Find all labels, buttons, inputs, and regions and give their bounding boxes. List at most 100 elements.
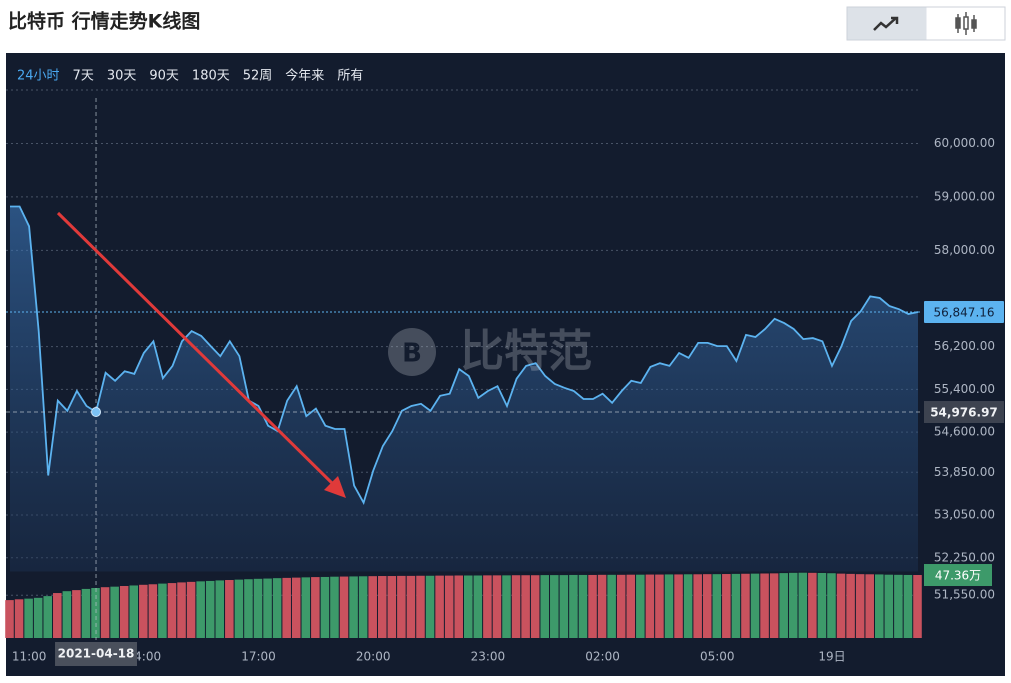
range-button[interactable]: 180天 xyxy=(192,69,230,84)
volume-bar xyxy=(387,576,397,638)
volume-bar xyxy=(808,572,817,638)
crosshair-dot xyxy=(91,407,102,418)
volume-bar xyxy=(205,580,215,638)
volume-bar xyxy=(865,574,874,638)
line-view-button[interactable] xyxy=(847,7,927,40)
x-tick-label: 17:00 xyxy=(241,650,276,664)
range-button[interactable]: 7天 xyxy=(73,69,94,84)
volume-bar xyxy=(798,572,808,638)
volume-bar xyxy=(253,578,263,638)
volume-bar xyxy=(855,574,865,638)
volume-bar xyxy=(702,574,712,638)
range-button[interactable]: 24小时 xyxy=(17,69,60,84)
volume-bar xyxy=(712,574,722,638)
volume-bar xyxy=(884,574,894,638)
crosshair-value-label: 54,976.97 xyxy=(930,406,998,420)
range-button[interactable]: 90天 xyxy=(149,69,179,84)
volume-bar xyxy=(234,579,244,638)
line-icon xyxy=(873,17,897,31)
volume-bar xyxy=(750,573,760,638)
arrow-annotation xyxy=(56,211,346,498)
volume-bar xyxy=(588,574,597,638)
overlay-layer: 11:00 14:00 17:00 20:00 23:00 02:00 05:00 19日56… xyxy=(12,301,1004,666)
volume-bar xyxy=(655,574,664,638)
volume-bar xyxy=(263,578,272,638)
range-button[interactable]: 今年来 xyxy=(285,68,324,84)
volume-bar xyxy=(578,574,588,638)
range-button[interactable]: 所有 xyxy=(337,69,363,84)
range-button[interactable]: 52周 xyxy=(243,69,273,84)
volume-bar xyxy=(158,583,167,638)
volume-bar xyxy=(339,576,349,638)
price-area xyxy=(10,206,918,572)
volume-bar xyxy=(597,574,607,638)
volume-bar xyxy=(722,574,731,638)
volume-bar xyxy=(616,574,626,638)
volume-bar xyxy=(550,575,559,638)
volume-bar xyxy=(291,577,301,638)
view-toggle xyxy=(846,6,1006,41)
arrow-shaft xyxy=(56,211,338,489)
y-axis: 61,000.00 60,000.00 59,000.00 58,000.00 56,2… xyxy=(934,95,995,602)
volume-bar xyxy=(511,575,521,638)
watermark: B 比特范 xyxy=(388,326,592,377)
volume-bar xyxy=(272,578,282,638)
volume-bar xyxy=(454,575,463,638)
range-button[interactable]: 30天 xyxy=(107,69,137,84)
watermark-text: 比特范 xyxy=(460,326,592,377)
volume-bar xyxy=(43,596,53,638)
price-line xyxy=(10,205,919,506)
volume-bar xyxy=(894,574,903,638)
volume-bar xyxy=(836,573,846,638)
volume-bar xyxy=(244,579,253,638)
crosshair-value-box xyxy=(924,401,1004,424)
volume-bar xyxy=(330,576,339,638)
y-tick-label: 54,600.00 xyxy=(934,425,995,439)
volume-bar xyxy=(358,576,368,638)
candle-icon xyxy=(955,12,977,35)
current-volume-label: 47.36万 xyxy=(935,569,981,583)
volume-bar xyxy=(473,575,483,638)
volume-bar xyxy=(81,588,91,638)
current-price-label: 56,847.16 xyxy=(933,306,994,320)
volume-bar xyxy=(540,575,550,638)
volume-bar xyxy=(24,598,33,638)
volume-bar xyxy=(645,574,655,638)
volume-bar xyxy=(53,593,62,638)
volume-bar xyxy=(215,580,225,638)
volume-bar xyxy=(530,575,540,638)
volume-bar xyxy=(14,599,24,638)
volume-bar xyxy=(5,600,14,638)
y-tick-label: 53,050.00 xyxy=(934,508,995,522)
volume-bar xyxy=(817,572,827,638)
volume-bar xyxy=(397,575,406,638)
volume-bar xyxy=(349,576,358,638)
price-series xyxy=(10,205,919,572)
volume-bar xyxy=(683,574,693,638)
x-tick-label: 05:00 xyxy=(700,650,735,664)
x-tick-label: 20:00 xyxy=(356,650,391,664)
volume-bar xyxy=(779,573,788,638)
volume-bar xyxy=(521,575,530,638)
volume-bar xyxy=(827,573,836,638)
page-title: 比特币 行情走势K线图 xyxy=(8,10,200,33)
volume-bar xyxy=(320,576,330,638)
volume-bar xyxy=(693,574,702,638)
x-tick-label: 11:00 xyxy=(12,650,47,664)
y-tick-label: 53,850.00 xyxy=(934,465,995,479)
volume-bar xyxy=(444,575,454,638)
volume-bar xyxy=(464,575,473,638)
volume-bar xyxy=(225,580,234,638)
volume-bar xyxy=(636,574,645,638)
volume-bar xyxy=(492,575,502,638)
crosshair-date-box xyxy=(55,642,138,666)
volume-bar xyxy=(874,574,884,638)
line-icon xyxy=(891,16,899,24)
y-tick-label: 58,000.00 xyxy=(934,243,995,257)
watermark-logo-letter: B xyxy=(402,339,422,369)
volume-bar xyxy=(435,575,444,638)
y-tick-label: 52,250.00 xyxy=(934,550,995,564)
y-tick-label: 56,200.00 xyxy=(934,339,995,353)
